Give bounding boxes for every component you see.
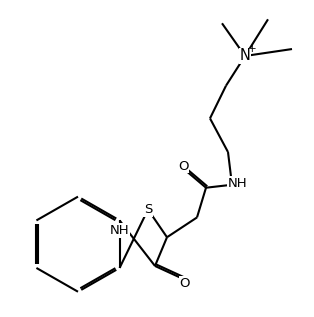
Text: NH: NH <box>110 224 129 237</box>
Text: O: O <box>179 277 190 290</box>
Text: O: O <box>178 160 189 173</box>
Text: N: N <box>240 49 251 63</box>
Text: +: + <box>248 44 256 54</box>
Text: S: S <box>144 203 152 216</box>
Text: NH: NH <box>228 177 247 190</box>
